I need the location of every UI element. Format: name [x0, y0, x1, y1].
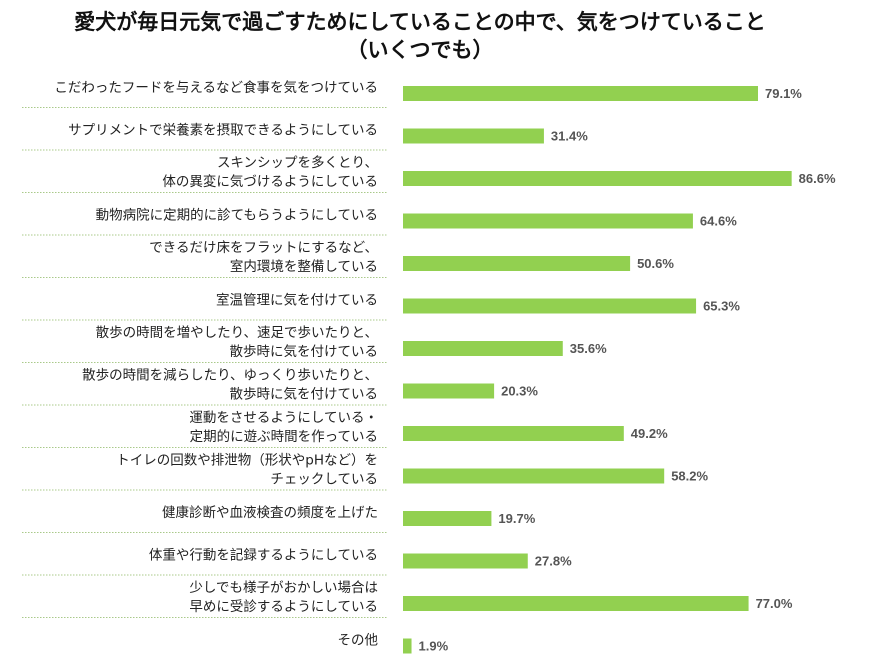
bar — [403, 468, 665, 484]
value-label: 86.6% — [799, 171, 836, 186]
bar — [403, 383, 495, 399]
value-label: 50.6% — [637, 256, 674, 271]
category-label: 散歩時に気を付けている — [230, 344, 379, 360]
value-label: 64.6% — [700, 214, 737, 229]
category-label: こだわったフードを与えるなど食事を気をつけている — [54, 79, 378, 96]
value-label: 77.0% — [756, 596, 793, 611]
bar — [403, 511, 492, 526]
category-label: 散歩の時間を増やしたり、速足で歩いたりと、 — [96, 325, 378, 341]
bar — [403, 256, 631, 271]
bar — [403, 553, 528, 569]
bar — [403, 341, 563, 356]
value-label: 1.9% — [419, 639, 449, 654]
category-label: 体の異変に気づけるようにしている — [162, 173, 378, 190]
category-label: トイレの回数や排泄物（形状やpHなど）を — [116, 453, 378, 469]
category-label: 室内環境を整備している — [230, 258, 378, 275]
category-label: 動物病院に定期的に診てもらうようにしている — [96, 208, 378, 224]
bar — [403, 171, 792, 186]
category-label: 体重や行動を記録するようにしている — [149, 547, 378, 564]
value-label: 58.2% — [671, 469, 708, 484]
category-label: できるだけ床をフラットにするなど、 — [149, 240, 378, 256]
category-label: 健康診断や血液検査の頻度を上げた — [162, 504, 378, 521]
category-label: 少しでも様子がおかしい場合は — [189, 580, 378, 596]
value-label: 79.1% — [765, 86, 802, 101]
chart-subtitle: （いくつでも） — [346, 38, 494, 62]
chart-title: 愛犬が毎日元気で過ごすためにしていることの中で、気をつけていること — [74, 10, 766, 34]
category-label: 室温管理に気を付けている — [216, 292, 378, 309]
category-label: その他 — [338, 633, 379, 649]
category-label: 散歩の時間を減らしたり、ゆっくり歩いたりと、 — [82, 367, 378, 384]
category-label: 散歩時に気を付けている — [230, 387, 379, 403]
category-label: 早めに受診するようにしている — [189, 599, 378, 615]
category-label: チェックしている — [270, 472, 378, 488]
value-label: 35.6% — [570, 341, 607, 356]
bar — [403, 128, 544, 144]
bar — [403, 638, 412, 654]
value-label: 20.3% — [501, 384, 538, 399]
category-label: 定期的に遊ぶ時間を作っている — [190, 429, 378, 445]
value-label: 49.2% — [631, 426, 668, 441]
category-label: 運動をさせるようにしている・ — [189, 410, 378, 426]
value-label: 31.4% — [551, 129, 588, 144]
value-label: 27.8% — [535, 554, 572, 569]
bar — [403, 298, 697, 314]
bar — [403, 86, 759, 101]
value-label: 65.3% — [703, 299, 740, 314]
bar — [403, 213, 693, 229]
category-label: スキンシップを多くとり、 — [217, 154, 378, 171]
bar — [403, 426, 624, 441]
category-label: サプリメントで栄養素を摂取できるようにしている — [68, 122, 378, 139]
value-label: 19.7% — [498, 511, 535, 526]
bar — [403, 596, 749, 611]
